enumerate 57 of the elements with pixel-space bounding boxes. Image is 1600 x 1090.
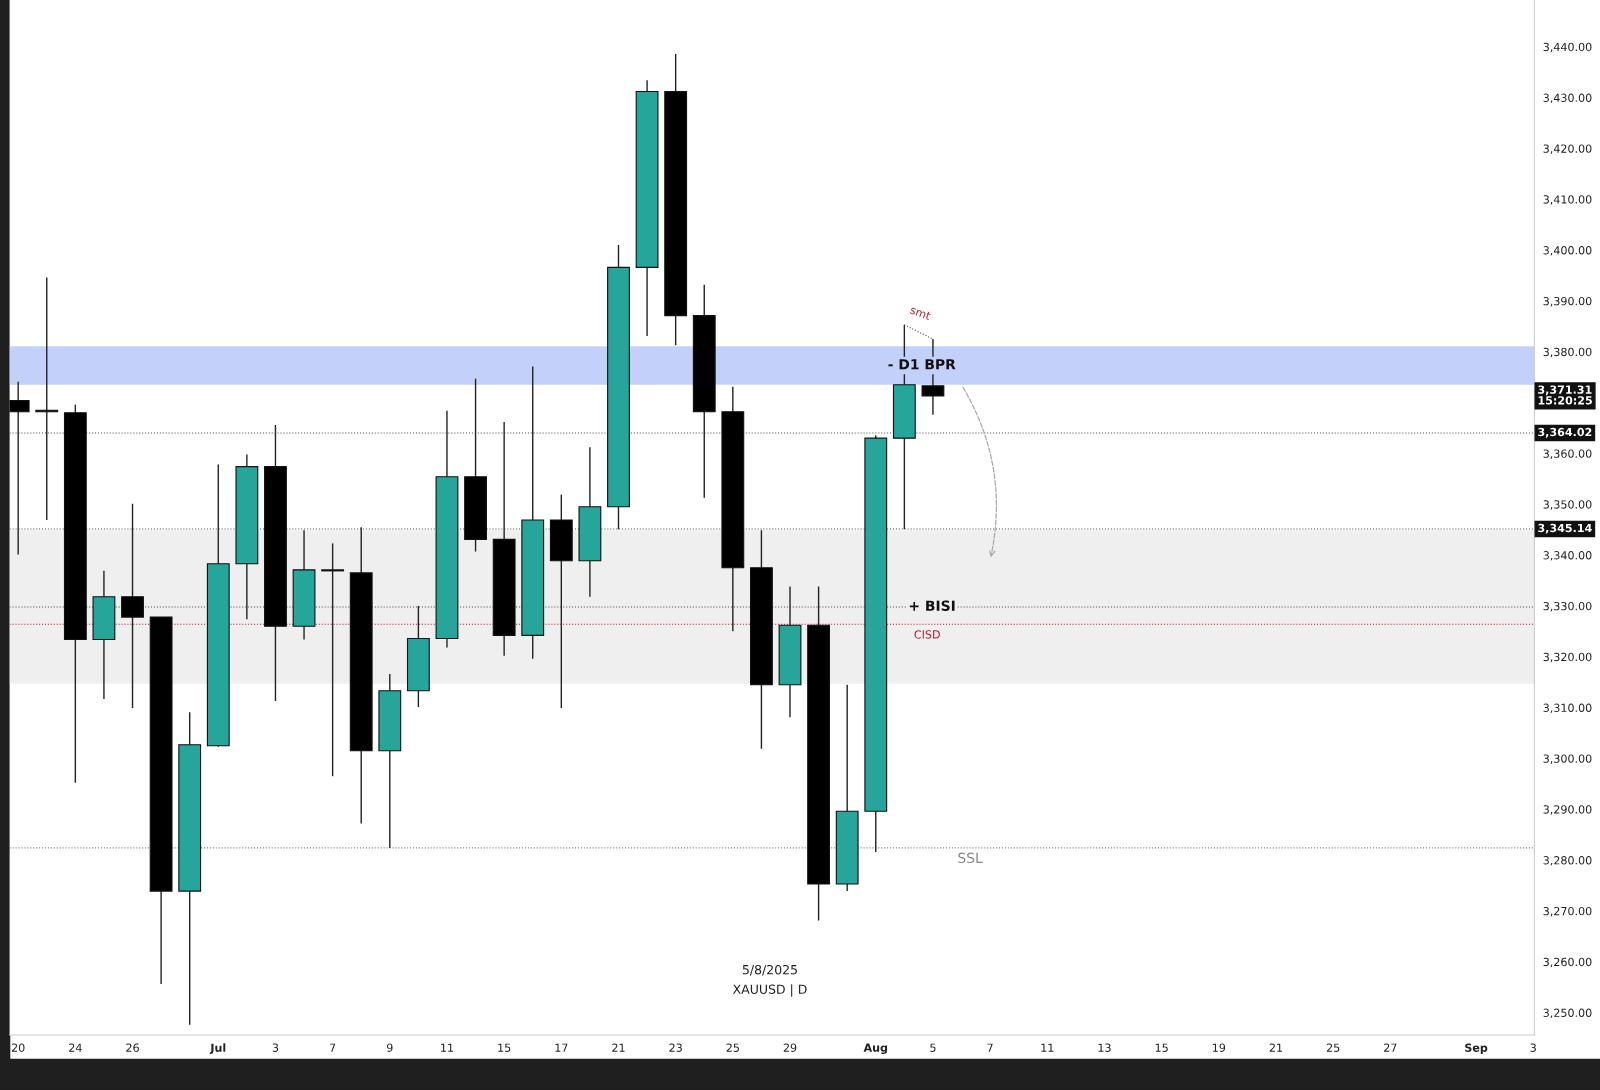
ref-line-label: 3,345.14 bbox=[1538, 523, 1592, 534]
ref-line-label: 3,364.02 bbox=[1538, 427, 1592, 438]
candlestick bbox=[121, 503, 144, 709]
x-tick-label: 3 bbox=[1530, 1043, 1536, 1052]
x-tick-label: 3 bbox=[272, 1043, 279, 1052]
y-tick-label: 3,340.00 bbox=[1543, 551, 1592, 561]
candlestick bbox=[321, 542, 345, 777]
annotation: 5/8/2025 bbox=[742, 964, 797, 976]
x-tick-label: 5 bbox=[930, 1043, 936, 1052]
x-tick-label: Aug bbox=[863, 1043, 888, 1055]
x-tick-label: 20 bbox=[11, 1043, 25, 1052]
y-tick-label: 3,260.00 bbox=[1543, 957, 1592, 968]
x-tick-label: 7 bbox=[330, 1043, 336, 1052]
ref-line-label: SSL bbox=[958, 852, 983, 864]
y-tick-label: 3,270.00 bbox=[1543, 906, 1592, 917]
x-tick-label: 15 bbox=[1155, 1043, 1168, 1052]
x-tick-label: 25 bbox=[1326, 1043, 1340, 1052]
ref-line-label: CISD bbox=[914, 630, 940, 639]
x-tick-label: 11 bbox=[1041, 1043, 1054, 1052]
x-tick-label: Jul bbox=[209, 1043, 226, 1054]
y-tick-label: 3,330.00 bbox=[1543, 601, 1592, 612]
y-tick-label: 3,350.00 bbox=[1543, 500, 1592, 510]
ref-line-label: + BISI bbox=[909, 600, 955, 611]
y-tick-label: 3,390.00 bbox=[1543, 296, 1592, 307]
y-tick-label: 3,320.00 bbox=[1543, 652, 1592, 663]
y-tick-label: 3,360.00 bbox=[1543, 449, 1592, 459]
y-tick-label: 3,300.00 bbox=[1543, 754, 1592, 764]
x-tick-label: 29 bbox=[783, 1043, 797, 1052]
y-tick-label: 3,430.00 bbox=[1543, 93, 1592, 104]
x-tick-label: 15 bbox=[498, 1043, 511, 1052]
x-tick-label: 13 bbox=[1098, 1043, 1111, 1052]
x-tick-label: 21 bbox=[1269, 1043, 1283, 1052]
x-tick-label: 23 bbox=[669, 1043, 682, 1052]
x-tick-label: 11 bbox=[441, 1043, 454, 1052]
x-tick-label: 9 bbox=[386, 1043, 393, 1052]
x-tick-label: 26 bbox=[126, 1043, 139, 1052]
y-tick-label: 3,310.00 bbox=[1543, 703, 1592, 714]
x-tick-label: 25 bbox=[726, 1043, 739, 1052]
y-tick-label: 3,400.00 bbox=[1543, 246, 1592, 256]
x-tick-label: 21 bbox=[612, 1043, 625, 1052]
text: 3,371.31 15:20:25 bbox=[1538, 385, 1592, 405]
y-tick-label: 3,280.00 bbox=[1543, 856, 1592, 866]
x-tick-label: 19 bbox=[1212, 1043, 1226, 1052]
x-tick-label: Sep bbox=[1465, 1043, 1488, 1055]
y-tick-label: 3,440.00 bbox=[1543, 42, 1592, 53]
annotation: smt bbox=[909, 305, 932, 321]
y-tick-label: 3,410.00 bbox=[1543, 195, 1592, 205]
y-tick-label: 3,380.00 bbox=[1543, 347, 1592, 358]
x-tick-label: 24 bbox=[69, 1043, 82, 1052]
y-tick-label: 3,250.00 bbox=[1543, 1008, 1592, 1019]
annotation: XAUUSD | D bbox=[733, 984, 807, 997]
band-label: - D1 BPR bbox=[888, 359, 956, 370]
x-tick-label: 17 bbox=[555, 1043, 568, 1052]
y-tick-label: 3,420.00 bbox=[1543, 144, 1592, 154]
y-tick-label: 3,290.00 bbox=[1543, 805, 1592, 815]
x-tick-label: 7 bbox=[987, 1043, 993, 1052]
x-tick-label: 27 bbox=[1384, 1043, 1397, 1052]
